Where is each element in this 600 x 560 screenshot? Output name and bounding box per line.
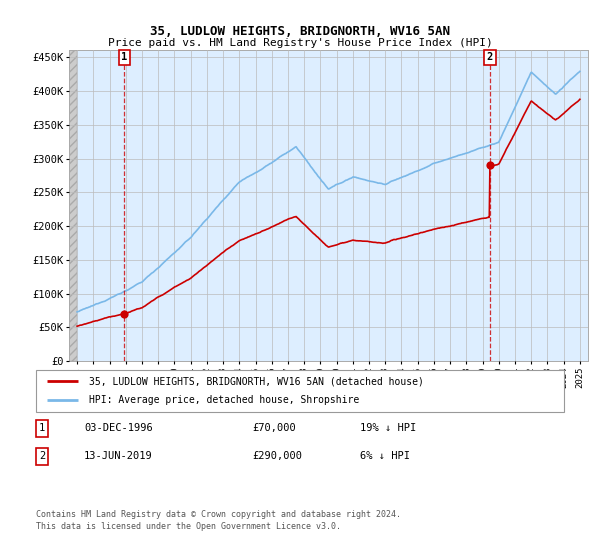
Point (119, 310, 129, 319)
Point (485, 161, 494, 170)
Text: 03-DEC-1996: 03-DEC-1996 (84, 423, 153, 433)
FancyBboxPatch shape (36, 370, 564, 412)
Text: 6% ↓ HPI: 6% ↓ HPI (360, 451, 410, 461)
Text: £290,000: £290,000 (252, 451, 302, 461)
Text: Contains HM Land Registry data © Crown copyright and database right 2024.
This d: Contains HM Land Registry data © Crown c… (36, 510, 401, 531)
Text: 35, LUDLOW HEIGHTS, BRIDGNORTH, WV16 5AN: 35, LUDLOW HEIGHTS, BRIDGNORTH, WV16 5AN (150, 25, 450, 38)
Text: 2: 2 (39, 451, 45, 461)
Text: 13-JUN-2019: 13-JUN-2019 (84, 451, 153, 461)
Text: 1: 1 (121, 52, 128, 62)
Text: 35, LUDLOW HEIGHTS, BRIDGNORTH, WV16 5AN (detached house): 35, LUDLOW HEIGHTS, BRIDGNORTH, WV16 5AN… (89, 376, 424, 386)
Text: HPI: Average price, detached house, Shropshire: HPI: Average price, detached house, Shro… (89, 395, 359, 405)
Text: £70,000: £70,000 (252, 423, 296, 433)
Text: 19% ↓ HPI: 19% ↓ HPI (360, 423, 416, 433)
Text: Price paid vs. HM Land Registry's House Price Index (HPI): Price paid vs. HM Land Registry's House … (107, 38, 493, 48)
Text: 1: 1 (39, 423, 45, 433)
Text: 2: 2 (487, 52, 493, 62)
